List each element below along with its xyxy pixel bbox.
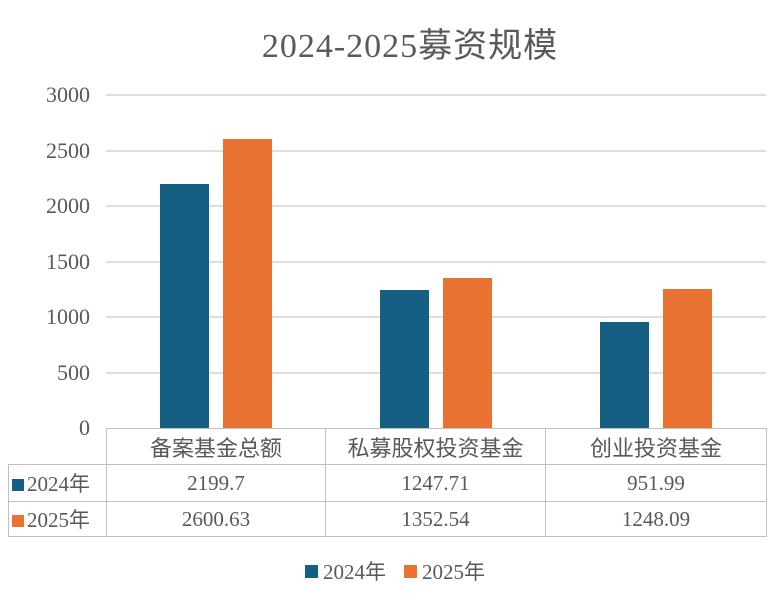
legend-item: 2024年: [305, 556, 386, 586]
table-category-header: 备案基金总额: [106, 428, 326, 465]
table-value-cell: 1247.71: [325, 464, 546, 502]
y-axis-tick-label: 2000: [46, 193, 90, 218]
table-series-label: 2024年: [8, 464, 107, 502]
table-value-cell: 1248.09: [545, 501, 767, 537]
table-series-label: 2025年: [8, 501, 107, 537]
bar-groups: [106, 95, 766, 428]
legend-label: 2025年: [422, 560, 485, 584]
gridline: [106, 316, 766, 318]
bar: [160, 183, 209, 428]
table-category-header: 创业投资基金: [545, 428, 767, 465]
bar-group: [546, 95, 766, 428]
table-row: 2025年 2600.63 1352.54 1248.09: [8, 501, 767, 537]
series-swatch-icon: [12, 479, 24, 491]
y-axis: 0 500 1000 1500 2000 2500 3000: [0, 82, 90, 440]
chart-title: 2024-2025募资规模: [261, 28, 559, 65]
table-row: 2024年 2199.7 1247.71 951.99: [8, 464, 767, 502]
y-axis-tick-label: 500: [57, 359, 90, 385]
bar-group: [106, 95, 326, 428]
legend: 2024年 2025年: [0, 556, 769, 586]
y-axis-tick-label: 1000: [46, 304, 90, 329]
gridline: [106, 205, 766, 207]
bar: [380, 289, 429, 428]
bar: [443, 277, 492, 428]
gridline: [106, 260, 766, 263]
table-corner-cell: [9, 429, 107, 465]
bar: [600, 322, 649, 428]
gridline: [106, 94, 766, 96]
table-value-cell: 2199.7: [106, 464, 326, 502]
plot-area: [106, 94, 766, 428]
bar-group: [326, 95, 546, 428]
table-value-cell: 1352.54: [325, 501, 546, 537]
legend-label: 2024年: [323, 560, 386, 584]
table-value-cell: 2600.63: [106, 501, 326, 537]
bar: [223, 139, 272, 428]
gridline: [106, 371, 766, 374]
gridline: [106, 149, 766, 152]
table-value-cell: 951.99: [545, 464, 767, 502]
legend-swatch-icon: [305, 564, 318, 578]
legend-item: 2025年: [404, 556, 485, 586]
series-swatch-icon: [12, 515, 24, 527]
y-axis-tick-label: 1500: [46, 248, 90, 274]
y-axis-tick-label: 3000: [46, 82, 90, 107]
data-table: 备案基金总额 私募股权投资基金 创业投资基金 2024年 2199.7 1247.71 95…: [8, 428, 767, 537]
y-axis-tick-label: 0: [79, 415, 90, 440]
y-axis-tick-label: 2500: [46, 137, 90, 163]
table-category-header: 私募股权投资基金: [325, 428, 546, 465]
legend-swatch-icon: [404, 564, 417, 578]
bar: [663, 289, 712, 428]
